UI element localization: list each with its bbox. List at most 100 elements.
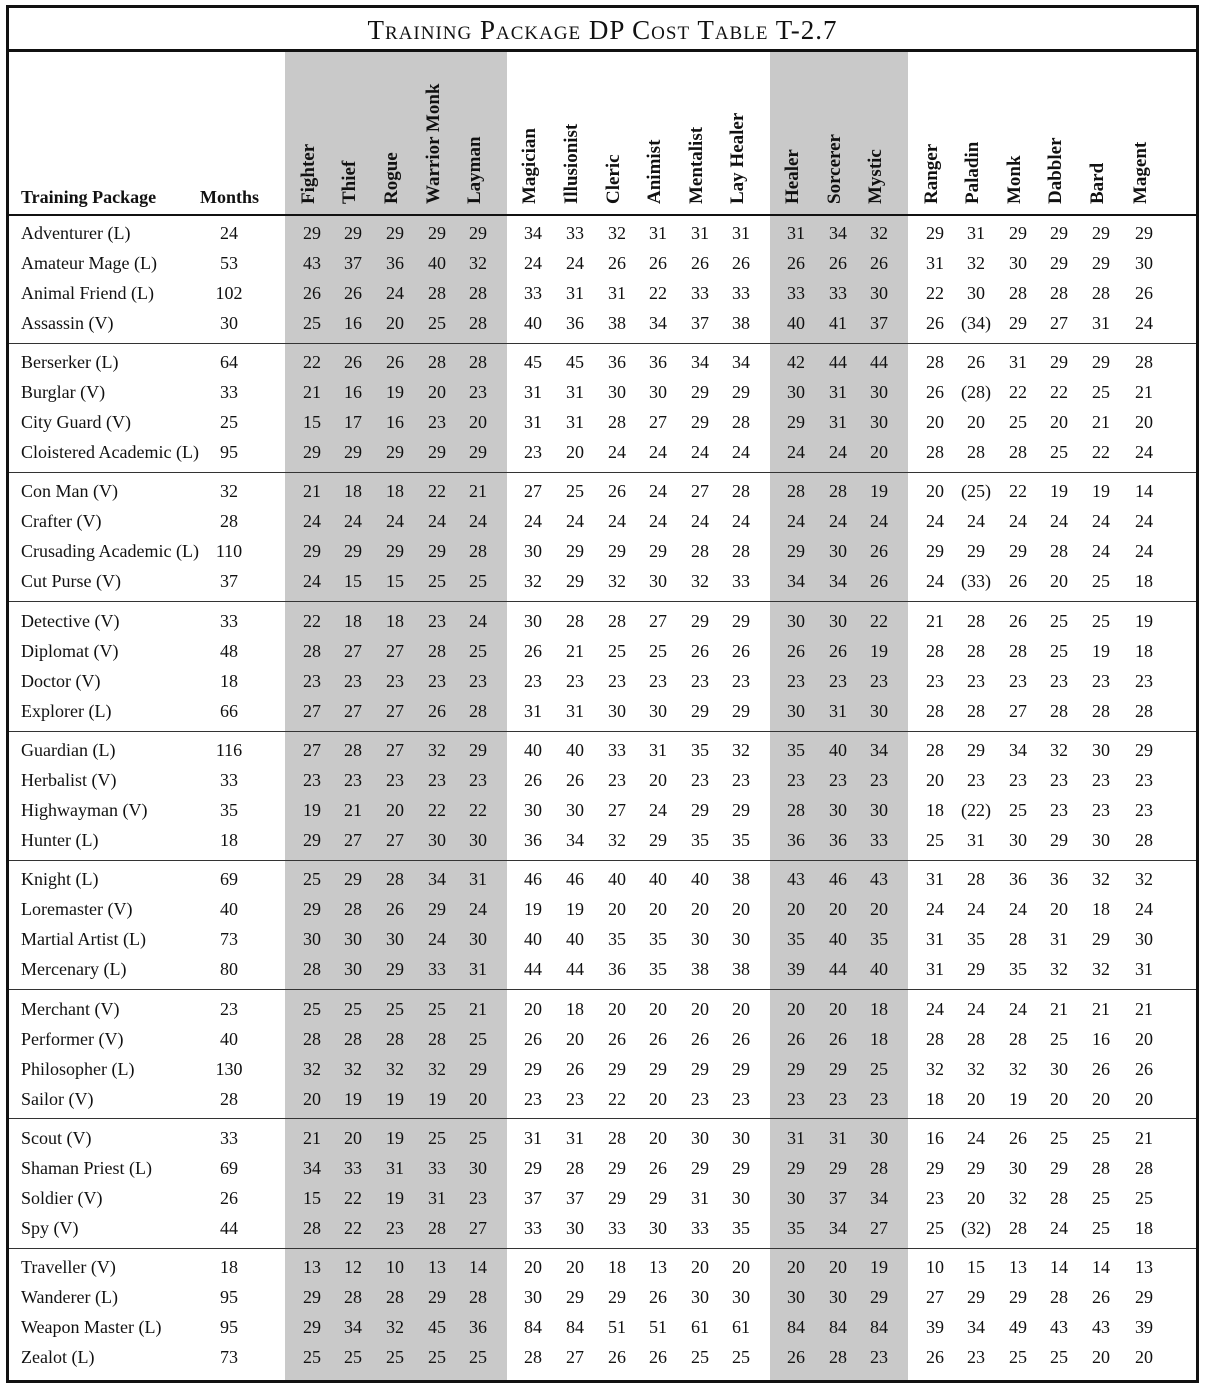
row-months: 37 — [220, 571, 238, 591]
cost-cell: 21 — [1050, 999, 1068, 1019]
cost-cell: 28 — [1050, 701, 1068, 721]
cost-cell: 25 — [649, 641, 667, 661]
row-name: Amateur Mage (L) — [21, 253, 157, 273]
cost-cell: 38 — [732, 959, 750, 979]
cost-cell: 33 — [608, 740, 626, 760]
row-months: 95 — [220, 1317, 238, 1337]
cost-cell: 28 — [926, 1029, 944, 1049]
cost-cell: 29 — [732, 382, 750, 402]
cost-cell: 40 — [691, 869, 709, 889]
cost-cell: 20 — [1050, 1089, 1068, 1109]
cost-cell: 25 — [303, 869, 321, 889]
cost-cell: 28 — [967, 611, 985, 631]
cost-cell: 26 — [1009, 611, 1027, 631]
cost-cell: 20 — [428, 382, 446, 402]
cost-cell: 28 — [1050, 1287, 1068, 1307]
cost-cell: 28 — [469, 1287, 487, 1307]
cost-cell: 43 — [303, 253, 321, 273]
cost-cell: 20 — [608, 899, 626, 919]
cost-cell: 20 — [732, 999, 750, 1019]
cost-cell: 29 — [829, 1059, 847, 1079]
row-months: 95 — [220, 442, 238, 462]
cost-cell: 15 — [386, 571, 404, 591]
cost-cell: 20 — [1092, 1089, 1110, 1109]
cost-cell: 27 — [524, 481, 542, 501]
cost-cell: 26 — [926, 382, 944, 402]
cost-cell: 24 — [967, 511, 985, 531]
cost-cell: 19 — [524, 899, 542, 919]
cost-cell: 26 — [1009, 571, 1027, 591]
row-name: Traveller (V) — [21, 1257, 116, 1277]
cost-cell: 28 — [926, 442, 944, 462]
cost-cell: 10 — [386, 1257, 404, 1277]
cost-cell: 19 — [566, 899, 584, 919]
cost-cell: 34 — [829, 571, 847, 591]
cost-cell: 32 — [1009, 1188, 1027, 1208]
cost-cell: 18 — [386, 481, 404, 501]
cost-cell: 16 — [386, 412, 404, 432]
cost-cell: 29 — [386, 223, 404, 243]
row-name: Detective (V) — [21, 611, 120, 631]
cost-cell: 15 — [303, 412, 321, 432]
group-divider — [9, 343, 1196, 344]
cost-cell: 25 — [469, 571, 487, 591]
cost-cell: 25 — [386, 1347, 404, 1367]
cost-cell: 27 — [344, 830, 362, 850]
cost-cell: 16 — [926, 1128, 944, 1148]
cost-cell: 26 — [524, 641, 542, 661]
cost-cell: 23 — [691, 1089, 709, 1109]
cost-cell: 29 — [1009, 541, 1027, 561]
row-months: 102 — [215, 283, 243, 303]
cost-cell: 23 — [303, 770, 321, 790]
cost-cell: 20 — [649, 1128, 667, 1148]
cost-cell: 36 — [469, 1317, 487, 1337]
cost-cell: 40 — [829, 740, 847, 760]
cost-cell: 30 — [1050, 1059, 1068, 1079]
cost-cell: 40 — [524, 313, 542, 333]
cost-cell: 36 — [386, 253, 404, 273]
cost-cell: 23 — [870, 1089, 888, 1109]
cost-cell: 29 — [926, 541, 944, 561]
cost-cell: 26 — [649, 1287, 667, 1307]
row-name: Performer (V) — [21, 1029, 124, 1049]
cost-cell: 18 — [870, 999, 888, 1019]
cost-cell: 20 — [524, 1257, 542, 1277]
cost-cell: 25 — [428, 999, 446, 1019]
group-divider — [9, 989, 1196, 990]
cost-cell: 29 — [608, 1059, 626, 1079]
cost-cell: 30 — [967, 283, 985, 303]
cost-cell: 30 — [870, 283, 888, 303]
cost-cell: 13 — [649, 1257, 667, 1277]
cost-cell: 26 — [787, 641, 805, 661]
cost-cell: 35 — [870, 929, 888, 949]
cost-cell: 31 — [829, 382, 847, 402]
cost-cell: 28 — [344, 1287, 362, 1307]
header-monk: Monk — [1004, 155, 1025, 204]
cost-cell: 30 — [386, 929, 404, 949]
cost-cell: 31 — [926, 959, 944, 979]
cost-cell: 28 — [344, 899, 362, 919]
row-name: Berserker (L) — [21, 352, 119, 372]
cost-cell: 29 — [649, 1059, 667, 1079]
cost-cell: 20 — [870, 899, 888, 919]
cost-cell: 31 — [566, 283, 584, 303]
cost-cell: 20 — [386, 800, 404, 820]
cost-cell: 28 — [469, 701, 487, 721]
cost-cell: 22 — [344, 1218, 362, 1238]
cost-cell: 31 — [524, 382, 542, 402]
cost-cell: 30 — [732, 1128, 750, 1148]
cost-cell: 23 — [566, 671, 584, 691]
cost-cell: 24 — [608, 442, 626, 462]
cost-cell: 29 — [1092, 223, 1110, 243]
cost-cell: 28 — [732, 481, 750, 501]
cost-cell: 24 — [608, 511, 626, 531]
cost-cell: 25 — [1050, 442, 1068, 462]
cost-cell: 21 — [926, 611, 944, 631]
cost-cell: 30 — [566, 800, 584, 820]
header-rogue: Rogue — [381, 152, 402, 204]
cost-cell: 29 — [1092, 352, 1110, 372]
cost-cell: 26 — [1092, 1287, 1110, 1307]
cost-cell: 31 — [649, 223, 667, 243]
cost-cell: 25 — [344, 999, 362, 1019]
cost-cell: 26 — [524, 1029, 542, 1049]
